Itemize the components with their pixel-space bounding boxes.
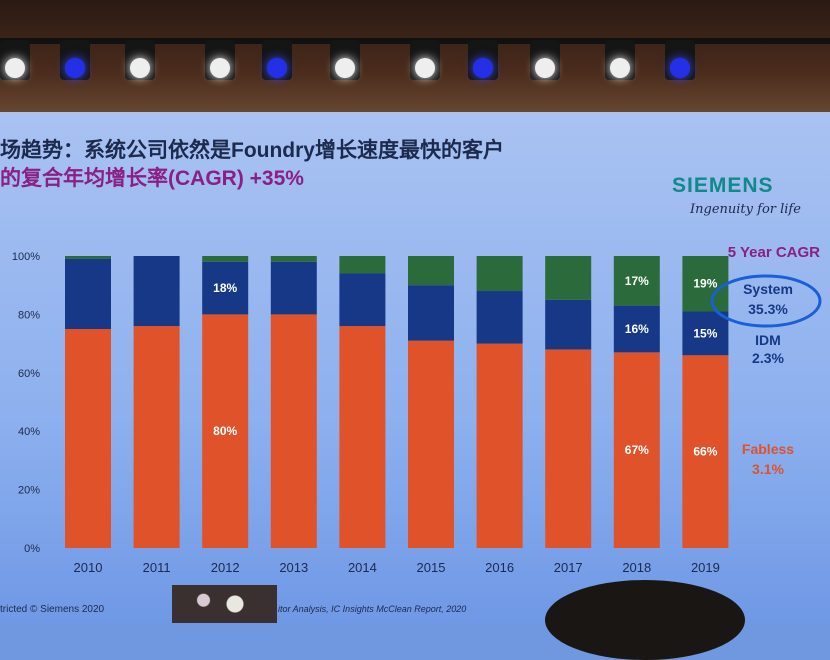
bar-segment-fabless-2016 bbox=[476, 343, 523, 548]
bar-segment-system-2018 bbox=[613, 256, 660, 306]
legend-cagr-system: 35.3% bbox=[748, 301, 788, 317]
copyright-footer: tricted © Siemens 2020 bbox=[0, 604, 105, 615]
bar-segment-fabless-2017 bbox=[545, 349, 592, 548]
y-tick-label: 80% bbox=[18, 309, 40, 321]
stage-light bbox=[530, 40, 560, 80]
data-label: 17% bbox=[625, 274, 649, 288]
bar-segment-fabless-2011 bbox=[133, 326, 180, 548]
bar-segment-idm-2010 bbox=[65, 258, 111, 329]
bar-segment-idm-2011 bbox=[133, 256, 180, 327]
bar-segment-fabless-2013 bbox=[270, 314, 317, 548]
stage-light bbox=[60, 40, 90, 80]
y-tick-label: 100% bbox=[12, 251, 40, 263]
bar-segment-idm-2018 bbox=[613, 305, 660, 353]
bar-segment-idm-2012 bbox=[202, 261, 249, 315]
bar-segment-system-2013 bbox=[270, 256, 317, 262]
bar-segment-idm-2016 bbox=[476, 291, 523, 344]
bar-segment-fabless-2015 bbox=[408, 340, 454, 548]
bar-segment-system-2014 bbox=[339, 256, 386, 274]
bar-segment-idm-2013 bbox=[270, 261, 317, 315]
data-label: 67% bbox=[625, 443, 649, 457]
legend-cagr-idm: 2.3% bbox=[752, 350, 784, 366]
data-label: 16% bbox=[625, 322, 649, 336]
bar-segment-idm-2017 bbox=[545, 299, 592, 350]
x-tick-label: 2014 bbox=[348, 560, 377, 575]
data-label: 15% bbox=[693, 326, 717, 340]
stage-light bbox=[330, 40, 360, 80]
stage-light bbox=[205, 40, 235, 80]
bar-segment-idm-2015 bbox=[408, 285, 454, 341]
stage-light bbox=[262, 40, 292, 80]
slide-title: 场趋势：系统公司依然是Foundry增长速度最快的客户 bbox=[0, 139, 504, 162]
data-label: 66% bbox=[693, 445, 717, 459]
legend-name-fabless: Fabless bbox=[742, 441, 794, 457]
flower-arrangement bbox=[172, 585, 277, 623]
bar-segment-system-2015 bbox=[408, 256, 454, 286]
source-footer: itor Analysis, IC Insights McClean Repor… bbox=[278, 604, 467, 614]
legend-cagr-fabless: 3.1% bbox=[752, 461, 784, 477]
siemens-logo: SIEMENS bbox=[672, 174, 774, 197]
data-label: 80% bbox=[213, 424, 237, 438]
x-tick-label: 2015 bbox=[417, 560, 446, 575]
legend-title: 5 Year CAGR bbox=[728, 244, 820, 261]
y-tick-label: 60% bbox=[18, 368, 40, 380]
x-tick-label: 2016 bbox=[485, 560, 514, 575]
bar-segment-idm-2014 bbox=[339, 273, 386, 327]
legend-name-system: System bbox=[743, 281, 793, 297]
data-label: 18% bbox=[213, 281, 237, 295]
bar-segment-system-2012 bbox=[202, 256, 249, 262]
bar-segment-fabless-2019 bbox=[682, 355, 729, 548]
stage-light bbox=[665, 40, 695, 80]
stage-light bbox=[468, 40, 498, 80]
stage-light bbox=[410, 40, 440, 80]
x-tick-label: 2018 bbox=[622, 560, 651, 575]
legend-name-idm: IDM bbox=[755, 332, 781, 348]
bar-segment-system-2017 bbox=[545, 256, 592, 300]
bar-segment-system-2010 bbox=[65, 256, 111, 259]
y-tick-label: 0% bbox=[24, 543, 40, 555]
x-tick-label: 2011 bbox=[143, 560, 171, 575]
x-tick-label: 2019 bbox=[691, 560, 720, 575]
x-tick-label: 2012 bbox=[211, 560, 240, 575]
bar-segment-fabless-2010 bbox=[65, 329, 111, 548]
stacked-bar-chart: 0% 20% 40% 60% 80% 100% 2010 2011 2012 2013 2014 20… bbox=[12, 244, 822, 575]
x-tick-label: 2013 bbox=[279, 560, 308, 575]
bar-segment-system-2016 bbox=[476, 256, 523, 292]
bar-segment-idm-2019 bbox=[682, 311, 729, 356]
y-tick-label: 20% bbox=[18, 485, 40, 497]
stage-light bbox=[0, 40, 30, 80]
bar-segment-fabless-2012 bbox=[202, 314, 249, 548]
slide-subtitle: 的复合年均增长率(CAGR) +35% bbox=[0, 167, 304, 190]
audience-head bbox=[545, 580, 745, 660]
data-label: 19% bbox=[693, 277, 717, 291]
bar-segment-fabless-2018 bbox=[613, 352, 660, 548]
hand-drawn-circle bbox=[710, 274, 822, 328]
stage-light bbox=[125, 40, 155, 80]
logo-tagline: Ingenuity for life bbox=[690, 202, 801, 217]
stage-light bbox=[605, 40, 635, 80]
bar-segment-fabless-2014 bbox=[339, 326, 386, 548]
bar-segment-system-2019 bbox=[682, 256, 729, 312]
x-tick-label: 2017 bbox=[554, 560, 583, 575]
stage-background bbox=[0, 0, 830, 118]
y-tick-label: 40% bbox=[18, 426, 40, 438]
x-tick-label: 2010 bbox=[74, 560, 103, 575]
